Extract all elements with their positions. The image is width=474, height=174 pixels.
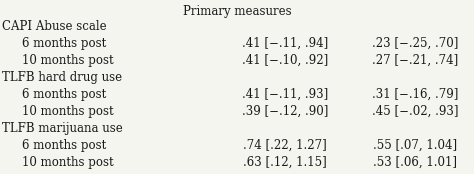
Text: .41 [−.11, .94]: .41 [−.11, .94] xyxy=(242,37,328,50)
Text: 6 months post: 6 months post xyxy=(22,139,106,152)
Text: 10 months post: 10 months post xyxy=(22,105,114,118)
Text: TLFB hard drug use: TLFB hard drug use xyxy=(2,71,122,84)
Text: 10 months post: 10 months post xyxy=(22,54,114,67)
Text: .41 [−.10, .92]: .41 [−.10, .92] xyxy=(242,54,328,67)
Text: Primary measures: Primary measures xyxy=(182,5,292,18)
Text: .53 [.06, 1.01]: .53 [.06, 1.01] xyxy=(373,156,457,169)
Text: .45 [−.02, .93]: .45 [−.02, .93] xyxy=(372,105,458,118)
Text: .63 [.12, 1.15]: .63 [.12, 1.15] xyxy=(243,156,327,169)
Text: CAPI Abuse scale: CAPI Abuse scale xyxy=(2,20,107,33)
Text: .31 [−.16, .79]: .31 [−.16, .79] xyxy=(372,88,458,101)
Text: .41 [−.11, .93]: .41 [−.11, .93] xyxy=(242,88,328,101)
Text: 6 months post: 6 months post xyxy=(22,88,106,101)
Text: 10 months post: 10 months post xyxy=(22,156,114,169)
Text: .27 [−.21, .74]: .27 [−.21, .74] xyxy=(372,54,458,67)
Text: .74 [.22, 1.27]: .74 [.22, 1.27] xyxy=(243,139,327,152)
Text: .23 [−.25, .70]: .23 [−.25, .70] xyxy=(372,37,458,50)
Text: .39 [−.12, .90]: .39 [−.12, .90] xyxy=(242,105,328,118)
Text: .55 [.07, 1.04]: .55 [.07, 1.04] xyxy=(373,139,457,152)
Text: 6 months post: 6 months post xyxy=(22,37,106,50)
Text: TLFB marijuana use: TLFB marijuana use xyxy=(2,122,123,135)
